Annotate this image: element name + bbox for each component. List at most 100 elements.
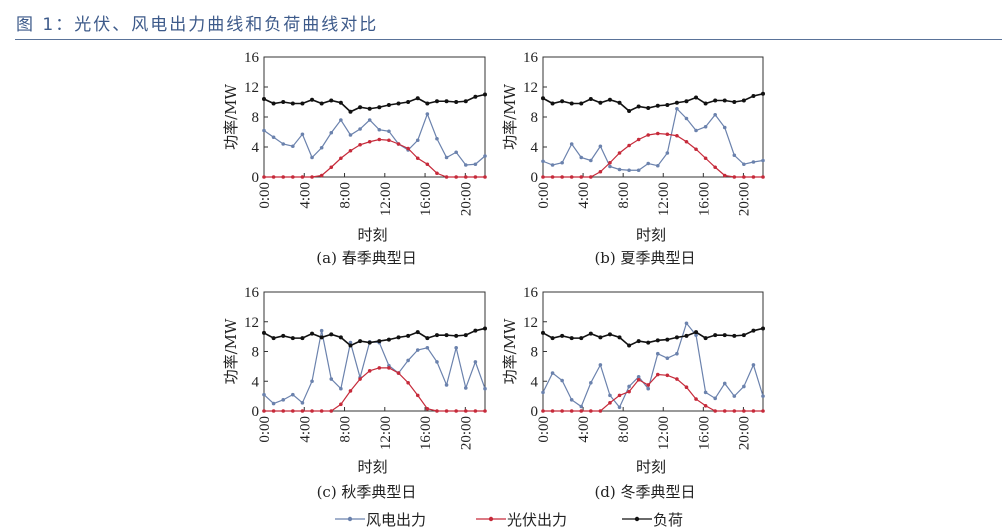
data-point: [291, 144, 295, 149]
series-line: [543, 132, 763, 178]
y-tick-label: 8: [531, 110, 539, 126]
data-point: [396, 335, 401, 340]
data-point: [271, 336, 276, 341]
series-line: [542, 107, 764, 171]
data-point: [560, 99, 565, 104]
data-point: [569, 142, 574, 146]
data-point: [300, 175, 305, 179]
subplot-caption: (c) 秋季典型日: [317, 483, 417, 501]
x-tick-label: 0:00: [257, 416, 273, 443]
data-point: [262, 128, 266, 133]
data-point: [694, 95, 699, 100]
data-point: [358, 105, 363, 110]
x-tick-label: 12:00: [378, 416, 394, 450]
data-point: [473, 360, 478, 364]
data-point: [608, 401, 612, 405]
data-point: [713, 165, 717, 170]
data-point: [703, 336, 708, 341]
data-point: [665, 356, 670, 360]
subplot-a: 0 4 8 12 16 0:00 4:00 8:00 12:00 16:00 20:00 功率/MW 时…: [222, 50, 487, 267]
data-point: [310, 331, 315, 336]
series-pv: [262, 366, 487, 413]
data-point: [732, 333, 737, 338]
data-point: [463, 333, 468, 338]
data-point: [579, 101, 584, 106]
data-point: [674, 335, 679, 340]
data-point: [281, 333, 286, 338]
data-point: [636, 377, 641, 382]
data-point: [339, 118, 343, 122]
data-point: [608, 164, 612, 169]
subplot-b: 0 4 8 12 16 0:00 4:00 8:00 12:00 16:00 20:00 功率/MW 时…: [501, 50, 765, 267]
data-point: [406, 333, 411, 338]
x-tick-label: 8:00: [338, 416, 354, 443]
data-point: [550, 336, 555, 341]
x-tick-label: 20:00: [736, 416, 752, 450]
data-point: [310, 379, 314, 384]
legend-marker: [347, 516, 353, 522]
data-point: [541, 390, 545, 395]
y-tick-label: 12: [244, 315, 259, 331]
y-tick-label: 16: [523, 285, 539, 301]
data-point: [684, 333, 689, 338]
data-point: [271, 175, 276, 179]
data-point: [262, 175, 266, 179]
data-point: [483, 92, 487, 97]
series-pv: [541, 372, 765, 413]
y-tick-label: 0: [531, 404, 539, 420]
data-point: [550, 101, 555, 106]
data-point: [560, 378, 564, 383]
data-point: [415, 393, 420, 398]
data-point: [646, 161, 651, 166]
y-tick-label: 16: [244, 50, 260, 66]
data-point: [722, 333, 727, 338]
series-pv: [262, 137, 487, 179]
data-point: [463, 386, 468, 390]
data-point: [473, 162, 478, 167]
data-point: [589, 175, 593, 179]
data-point: [627, 389, 631, 394]
data-point: [598, 144, 603, 149]
data-point: [281, 100, 286, 104]
x-tick-label: 4:00: [297, 182, 313, 209]
data-point: [569, 398, 574, 402]
data-point: [713, 333, 718, 338]
data-point: [655, 372, 660, 377]
y-axis-label: 功率/MW: [222, 318, 240, 384]
data-point: [425, 162, 430, 167]
data-point: [415, 156, 420, 161]
data-point: [454, 333, 459, 338]
y-tick-label: 4: [531, 140, 539, 156]
data-point: [588, 331, 593, 336]
data-point: [694, 397, 698, 401]
data-point: [665, 337, 670, 342]
data-point: [761, 394, 765, 398]
legend-label: 光伏出力: [507, 511, 567, 527]
series-wind: [262, 112, 487, 167]
subplot-caption: (a) 春季典型日: [316, 249, 416, 267]
data-point: [377, 105, 382, 110]
series-load: [262, 326, 487, 348]
data-point: [569, 101, 574, 106]
data-point: [319, 409, 324, 413]
data-point: [415, 96, 420, 101]
data-point: [627, 384, 631, 389]
data-point: [655, 163, 660, 168]
data-point: [655, 338, 660, 343]
figure-title: 图 1：光伏、风电出力曲线和负荷曲线对比: [16, 15, 379, 35]
series-pv: [541, 131, 765, 179]
data-point: [444, 175, 449, 179]
data-point: [290, 101, 295, 106]
data-point: [329, 377, 334, 381]
series-load: [541, 91, 765, 113]
x-tick-label: 16:00: [418, 182, 434, 216]
data-point: [694, 330, 699, 335]
data-point: [358, 127, 362, 131]
data-point: [396, 371, 401, 375]
series-line: [263, 327, 486, 347]
data-point: [560, 175, 564, 179]
data-point: [348, 389, 353, 393]
data-point: [483, 326, 487, 331]
data-point: [741, 333, 746, 338]
data-point: [463, 163, 468, 167]
